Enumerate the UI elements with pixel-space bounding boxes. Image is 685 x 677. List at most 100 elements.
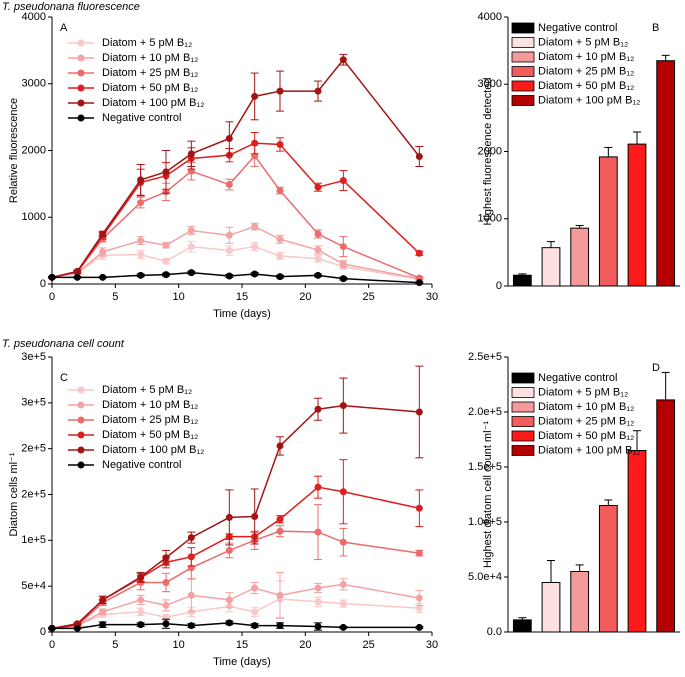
series-line [51, 598, 420, 630]
legend-marker [77, 54, 85, 62]
y-tick-label: 2e+5 [21, 443, 46, 455]
y-tick-label: 0 [496, 280, 502, 292]
y-tick-label: 1000 [22, 211, 46, 223]
data-point [73, 267, 81, 275]
data-point [314, 598, 322, 606]
legend-label: Diatom + 50 pM B₁₂ [102, 82, 198, 94]
legend-label: Diatom + 100 pM B₁₂ [102, 97, 204, 109]
data-point [314, 230, 322, 238]
data-point [276, 252, 284, 260]
data-point [276, 187, 284, 195]
data-point [251, 584, 259, 592]
bar [541, 247, 561, 287]
legend-label: Diatom + 50 pM B₁₂ [102, 429, 198, 441]
legend-label: Diatom + 10 pM B₁₂ [538, 401, 634, 413]
x-axis-label: Time (days) [213, 308, 271, 320]
chart-title: T. pseudonana fluorescence [2, 1, 140, 13]
data-point [225, 619, 233, 627]
data-point [276, 273, 284, 281]
x-tick-label: 20 [299, 639, 311, 651]
legend-marker [77, 431, 85, 439]
bar [541, 582, 561, 633]
data-point [314, 483, 322, 491]
series-line [51, 225, 420, 280]
legend-marker [77, 39, 85, 47]
bar [512, 274, 532, 287]
data-point [137, 199, 145, 207]
y-tick-label: 4000 [478, 11, 502, 23]
data-point [162, 257, 170, 265]
y-tick-label: 5.0e+4 [468, 571, 502, 583]
y-tick-label: 2000 [478, 145, 502, 157]
data-point [162, 168, 170, 176]
data-point [339, 260, 347, 268]
legend-marker [77, 401, 85, 409]
legend-label: Diatom + 5 pM B₁₂ [102, 37, 192, 49]
legend-label: Diatom + 25 pM B₁₂ [538, 65, 634, 77]
y-tick-label: 1.0e+5 [468, 516, 502, 528]
data-point [137, 271, 145, 279]
y-tick-label: 0 [40, 626, 46, 638]
y-axis-label: Highest diatom cell count ml⁻¹ [482, 421, 494, 568]
data-point [137, 176, 145, 184]
legend-swatch [511, 372, 535, 384]
legend-label: Diatom + 50 pM B₁₂ [538, 80, 634, 92]
y-tick-label: 3e+5 [21, 351, 46, 363]
legend-marker [77, 461, 85, 469]
data-point [276, 591, 284, 599]
data-point [137, 596, 145, 604]
data-point [251, 622, 259, 630]
bar [656, 60, 676, 287]
legend-swatch [511, 66, 535, 77]
data-point [137, 573, 145, 581]
legend-label: Diatom + 50 pM B₁₂ [538, 430, 634, 442]
bar [627, 450, 647, 633]
x-tick-label: 30 [426, 291, 438, 303]
data-point [276, 87, 284, 95]
legend-swatch [511, 80, 535, 92]
panel-label: D [652, 362, 660, 374]
data-point [187, 534, 195, 542]
legend-label: Negative control [102, 459, 182, 471]
data-point [187, 269, 195, 277]
y-axis-label: Diatom cells ml⁻¹ [8, 452, 20, 536]
data-point [251, 223, 259, 231]
series-line [52, 622, 420, 630]
data-point [251, 608, 259, 616]
x-tick-label: 20 [299, 291, 311, 303]
y-tick-label: 0 [40, 278, 46, 290]
legend-marker [77, 416, 85, 424]
legend-swatch [511, 401, 535, 413]
data-point [99, 596, 107, 604]
series-line [51, 154, 420, 279]
data-point [314, 528, 322, 536]
data-point [339, 275, 347, 283]
data-point [251, 270, 259, 278]
data-point [187, 150, 195, 158]
data-point [339, 402, 347, 410]
data-point [415, 604, 423, 612]
data-point [276, 527, 284, 535]
data-point [225, 513, 233, 521]
legend-swatch [511, 37, 535, 48]
data-point [415, 249, 423, 257]
data-point [339, 56, 347, 64]
data-point [339, 623, 347, 631]
data-point [225, 134, 233, 142]
legend-label: Diatom + 10 pM B₁₂ [102, 52, 198, 64]
data-point [137, 621, 145, 629]
legend-label: Negative control [102, 112, 182, 124]
data-point [73, 273, 81, 281]
legend-label: Diatom + 100 pM B₁₂ [538, 444, 640, 456]
data-point [162, 241, 170, 249]
data-point [276, 442, 284, 450]
y-tick-label: 2e+5 [21, 488, 46, 500]
legend-marker [77, 386, 85, 394]
panel-label: C [60, 372, 68, 384]
data-point [99, 230, 107, 238]
data-point [225, 231, 233, 239]
data-point [251, 139, 259, 147]
legend-swatch [511, 95, 535, 106]
series-line [52, 271, 420, 284]
